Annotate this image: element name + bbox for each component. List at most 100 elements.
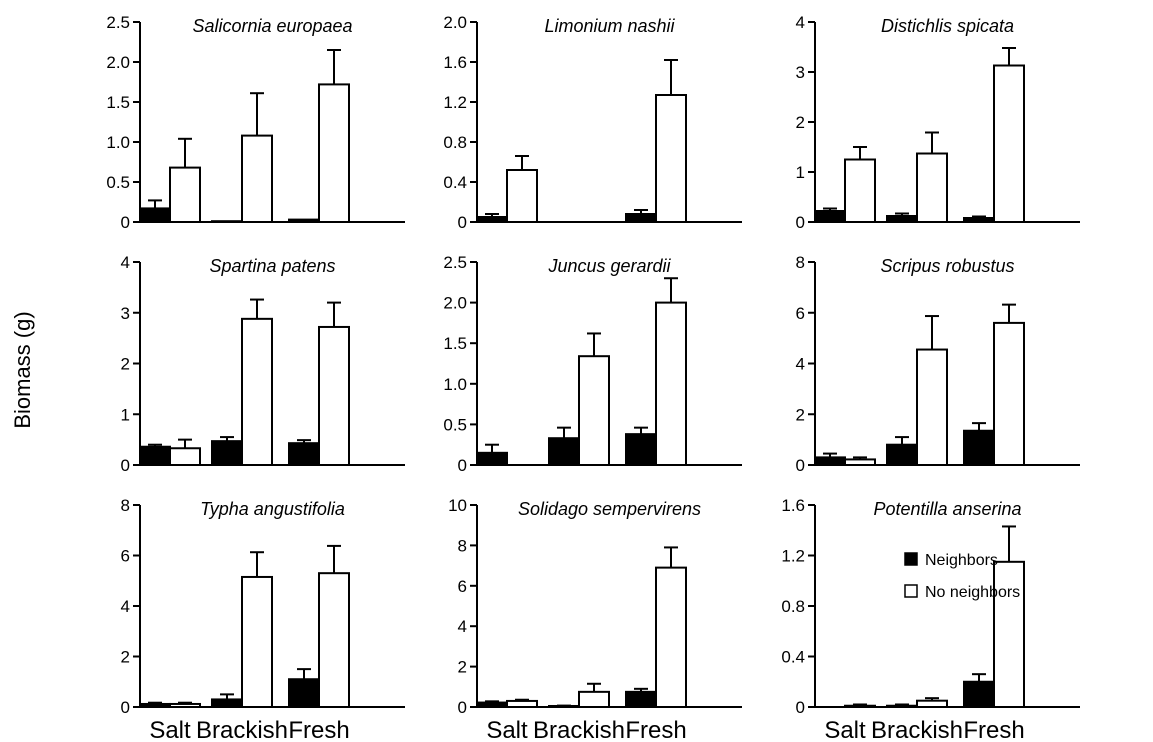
y-tick-label: 0	[458, 456, 467, 475]
y-tick-label: 2.5	[106, 13, 130, 32]
bar-neighbors-brackish	[886, 443, 918, 467]
y-tick-label: 2	[121, 648, 130, 667]
panel-title: Salicornia europaea	[192, 16, 352, 36]
bar-neighbors-fresh	[288, 218, 320, 224]
y-tick-label: 8	[121, 496, 130, 515]
panel-3: 0 1 2 3 4 Distichlis spicata	[796, 13, 1080, 232]
bar-no-neighbors-salt	[844, 458, 876, 467]
x-category-label: Brackish	[533, 717, 625, 742]
x-category-label: Brackish	[871, 717, 963, 742]
y-tick-label: 0	[796, 456, 805, 475]
bar-no-neighbors-brackish	[916, 348, 948, 467]
y-tick-label: 2	[458, 658, 467, 677]
y-tick-label: 0	[458, 213, 467, 232]
bar-neighbors-fresh	[625, 690, 657, 708]
y-tick-label: 1.2	[443, 93, 467, 112]
y-tick-label: 1.0	[106, 133, 130, 152]
panel-title: Potentilla anserina	[873, 499, 1021, 519]
y-tick-label: 1.2	[781, 547, 805, 566]
y-tick-label: 0	[796, 213, 805, 232]
bar-neighbors-salt	[814, 210, 846, 223]
y-tick-label: 8	[796, 253, 805, 272]
x-category-label: Fresh	[288, 717, 349, 742]
legend: Neighbors No neighbors	[904, 552, 1020, 601]
y-tick-label: 4	[121, 597, 130, 616]
bar-no-neighbors-brackish	[241, 575, 273, 709]
legend-label: Neighbors	[925, 552, 998, 569]
y-axis-label: Biomass (g)	[10, 311, 35, 428]
bar-no-neighbors-fresh	[993, 64, 1025, 223]
bar-no-neighbors-fresh	[318, 83, 350, 224]
panel-9: 0 0.4 0.8 1.2 1.6 Potentilla anserina	[781, 496, 1080, 717]
bar-no-neighbors-fresh	[993, 560, 1025, 708]
bar-no-neighbors-brackish	[241, 134, 273, 224]
y-tick-label: 4	[796, 13, 805, 32]
legend-label: No neighbors	[925, 584, 1020, 601]
panel-5: 0 0.5 1.0 1.5 2.0 2.5 Juncus gerardii	[443, 253, 742, 475]
bar-no-neighbors-salt	[506, 169, 538, 223]
bar-neighbors-brackish	[886, 215, 918, 223]
bar-neighbors-brackish	[211, 440, 243, 466]
bar-no-neighbors-salt	[844, 158, 876, 223]
bar-no-neighbors-brackish	[578, 690, 610, 708]
bar-no-neighbors-fresh	[655, 301, 687, 466]
bar-neighbors-fresh	[963, 680, 995, 708]
bar-no-neighbors-fresh	[993, 321, 1025, 466]
y-tick-label: 2	[121, 355, 130, 374]
x-category-label: Brackish	[196, 717, 288, 742]
y-tick-label: 4	[458, 617, 467, 636]
x-category-label: Salt	[486, 717, 528, 742]
y-tick-label: 1.0	[443, 375, 467, 394]
y-tick-label: 6	[458, 577, 467, 596]
bar-no-neighbors-salt	[169, 447, 201, 467]
chart-panels: 0 0.5 1.0 1.5 2.0 2.5 Salicornia europaea 00.40…	[106, 13, 1080, 717]
bar-neighbors-salt	[814, 456, 846, 467]
bar-neighbors-fresh	[963, 429, 995, 466]
panel-6: 0 2 4 6 8 Scripus robustus	[796, 253, 1080, 475]
bar-neighbors-brackish	[548, 437, 580, 467]
panel-8: 0 2 4 6 8 10 Solidago sempervirens	[448, 496, 742, 717]
panel-title: Typha angustifolia	[200, 499, 345, 519]
y-tick-label: 6	[121, 547, 130, 566]
panel-title: Solidago sempervirens	[518, 499, 701, 519]
bar-neighbors-fresh	[625, 433, 657, 467]
panel-title: Scripus robustus	[880, 256, 1014, 276]
bar-no-neighbors-salt	[169, 702, 201, 708]
bar-neighbors-brackish	[211, 220, 243, 223]
bar-neighbors-salt	[476, 451, 508, 467]
y-tick-label: 0	[796, 698, 805, 717]
panel-2: 0 0.4 0.8 1.2 1.6 2.0 Limonium nashii	[443, 13, 742, 232]
y-tick-label: 2.0	[443, 294, 467, 313]
y-tick-label: 2.0	[443, 13, 467, 32]
x-category-label: Salt	[149, 717, 191, 742]
bar-no-neighbors-brackish	[916, 699, 948, 708]
bar-neighbors-salt	[139, 445, 171, 467]
y-tick-label: 0	[121, 698, 130, 717]
y-tick-label: 2	[796, 113, 805, 132]
y-tick-label: 1.5	[443, 334, 467, 353]
bar-neighbors-brackish	[886, 704, 918, 708]
x-category-label: Fresh	[625, 717, 686, 742]
y-tick-label: 0	[121, 456, 130, 475]
panel-title: Juncus gerardii	[547, 256, 671, 276]
y-tick-label: 2.0	[106, 53, 130, 72]
panel-title: Spartina patens	[209, 256, 335, 276]
bar-no-neighbors-brackish	[916, 152, 948, 223]
y-tick-label: 1.5	[106, 93, 130, 112]
y-tick-label: 1.6	[443, 53, 467, 72]
y-tick-label: 0.5	[443, 415, 467, 434]
bar-neighbors-salt	[476, 216, 508, 223]
bar-neighbors-fresh	[625, 213, 657, 223]
x-category-label: Fresh	[963, 717, 1024, 742]
bar-no-neighbors-brackish	[241, 317, 273, 466]
y-tick-label: 0	[458, 698, 467, 717]
bar-neighbors-salt	[139, 702, 171, 708]
bar-no-neighbors-fresh	[318, 572, 350, 708]
y-tick-label: 0	[121, 213, 130, 232]
legend-swatch-neighbors	[904, 552, 918, 566]
bar-no-neighbors-brackish	[578, 355, 610, 466]
x-category-label: Salt	[824, 717, 866, 742]
bar-neighbors-fresh	[288, 678, 320, 708]
bar-no-neighbors-salt	[506, 699, 538, 709]
